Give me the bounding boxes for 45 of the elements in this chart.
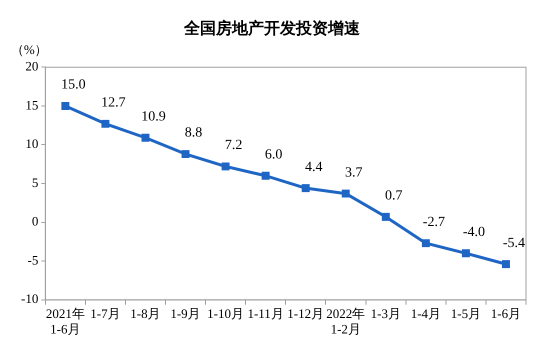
x-tick-label: 1-3月 [370,306,401,322]
y-axis-title: （%） [10,42,48,58]
data-label: 3.7 [345,165,362,180]
point [462,249,470,258]
x-tick-label: 1-5月 [450,306,482,322]
y-tick-label: 10 [25,136,38,152]
point [182,150,190,158]
chart-title: 全国房地产开发投资增速 [183,18,361,38]
y-tick-label: -5 [27,252,38,268]
point [382,212,390,221]
x-tick-label: 1-10月 [207,306,244,322]
x-tick-label: 1-8月 [130,306,161,322]
data-label: 7.2 [224,138,242,154]
y-tick-label: 5 [32,174,38,190]
x-tick-label: 2022年 1-2月 [326,306,366,337]
y-tick-label: 0 [32,214,38,229]
x-tick-label: 1-11月 [247,306,284,322]
y-tick-label: 15 [25,97,38,112]
data-label: 12.7 [101,95,126,110]
x-tick-label: 1-6月 [490,306,522,322]
data-label: 8.8 [184,126,202,141]
data-label: 6.0 [264,147,282,162]
point [302,184,310,192]
x-tick-label: 1-7月 [90,306,121,322]
point [342,190,350,198]
point [61,102,70,110]
x-tick-label: 1-4月 [410,306,442,322]
point [502,260,510,268]
data-label: -2.7 [422,214,445,230]
x-tick-label: 1-9月 [170,306,201,322]
x-tick-label: 1-12月 [287,306,324,322]
data-label: 0.7 [385,188,403,204]
data-label: -5.4 [502,236,526,251]
point [422,239,430,248]
point [141,134,150,142]
data-label: 4.4 [304,160,322,175]
data-label: 15.0 [61,78,86,93]
point [262,172,270,180]
point [101,120,110,128]
point [222,162,230,170]
x-tick-label: 2021年 1-6月 [46,306,85,337]
data-label: -4.0 [462,224,485,240]
y-tick-label: 20 [25,58,38,74]
data-label: 10.9 [141,109,166,124]
y-tick-label: -10 [20,291,38,306]
